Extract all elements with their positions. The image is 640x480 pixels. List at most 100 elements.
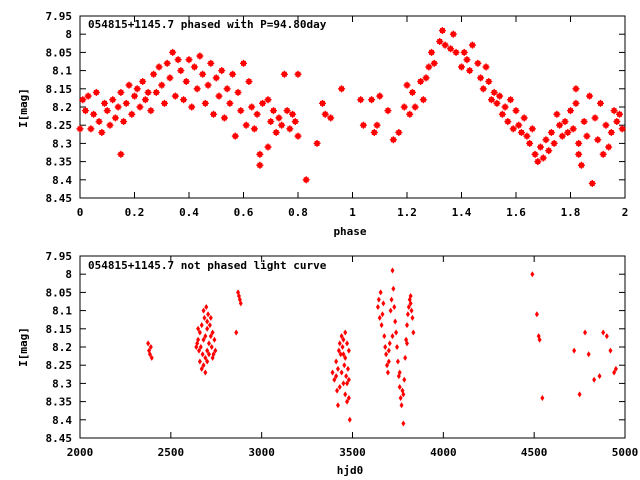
data-point <box>376 296 381 303</box>
data-point <box>339 333 344 340</box>
y-tick-label: 8.45 <box>46 192 73 205</box>
data-point <box>117 150 125 158</box>
data-point <box>430 59 438 67</box>
y-tick-label: 8.15 <box>46 323 73 336</box>
data-point <box>401 391 406 398</box>
data-point <box>608 347 613 354</box>
data-point <box>613 365 618 372</box>
data-point <box>226 99 234 107</box>
y-tick-label: 8.25 <box>46 119 73 132</box>
data-point <box>259 99 267 107</box>
data-point <box>575 150 583 158</box>
data-point <box>237 107 245 115</box>
data-point <box>561 118 569 126</box>
data-point <box>139 78 147 86</box>
x-axis-label: phase <box>333 225 366 238</box>
plot-frame <box>79 255 626 439</box>
data-point <box>384 351 389 358</box>
data-point <box>379 322 384 329</box>
data-point <box>111 114 119 122</box>
data-point <box>393 318 398 325</box>
data-point <box>283 107 291 115</box>
data-point <box>575 139 583 147</box>
data-point <box>388 307 393 314</box>
data-point <box>213 347 218 354</box>
data-point <box>90 110 98 118</box>
x-tick-label: 3500 <box>339 446 366 459</box>
data-point <box>345 380 350 387</box>
data-point <box>602 121 610 129</box>
data-point <box>207 59 215 67</box>
data-point <box>383 344 388 350</box>
data-point <box>202 314 207 321</box>
data-point <box>220 114 228 122</box>
data-point <box>409 307 414 314</box>
data-point <box>199 70 207 78</box>
data-point <box>545 147 553 155</box>
data-point <box>398 394 403 401</box>
data-point <box>395 128 403 136</box>
data-point <box>588 179 596 187</box>
x-tick-label: 2 <box>622 206 629 219</box>
data-point <box>572 85 580 93</box>
data-point <box>468 41 476 49</box>
data-point <box>234 329 239 336</box>
y-axis-label: I[mag] <box>17 88 30 128</box>
y-tick-label: 7.95 <box>46 250 73 263</box>
data-point <box>327 114 335 122</box>
y-tick-label: 8.45 <box>46 432 73 445</box>
data-point <box>534 158 542 166</box>
data-point <box>487 96 495 104</box>
data-point <box>531 150 539 158</box>
y-tick-label: 8.05 <box>46 46 73 59</box>
data-point <box>428 48 436 56</box>
data-point <box>583 132 591 140</box>
data-point <box>289 110 297 118</box>
tick-marks <box>79 255 626 439</box>
data-point <box>294 70 302 78</box>
data-point <box>133 85 141 93</box>
data-point <box>144 88 152 96</box>
data-point <box>84 92 92 100</box>
data-point <box>280 70 288 78</box>
data-point <box>196 325 201 332</box>
data-point <box>592 376 597 383</box>
data-point <box>208 333 213 340</box>
y-tick-label: 8 <box>65 28 72 41</box>
data-point <box>330 369 335 376</box>
data-point <box>256 161 264 169</box>
y-tick-label: 8.35 <box>46 396 73 409</box>
data-point <box>345 365 350 372</box>
data-point <box>346 376 351 383</box>
data-point <box>210 329 215 336</box>
y-tick-label: 8.4 <box>52 414 72 427</box>
data-point <box>540 394 545 401</box>
data-point <box>182 78 190 86</box>
data-point <box>452 48 460 56</box>
data-point <box>131 92 138 100</box>
data-point <box>517 128 525 136</box>
data-point <box>392 303 397 310</box>
data-point <box>572 99 580 107</box>
data-point <box>344 373 349 380</box>
data-point <box>610 107 618 115</box>
data-point <box>490 88 498 96</box>
data-point <box>618 125 626 133</box>
data-point <box>345 398 350 405</box>
x-tick-label: 0.8 <box>288 206 308 219</box>
y-tick-label: 8.1 <box>52 65 72 78</box>
data-point <box>205 318 210 325</box>
data-point <box>474 59 482 67</box>
unphased-light-curve-panel: 7.95 8 8.05 8.1 8.15 8.2 8.25 8.3 8.35 8.4 8.45 20… <box>17 250 638 477</box>
data-point <box>147 351 152 358</box>
data-point <box>384 107 392 115</box>
data-point <box>188 103 196 111</box>
data-point <box>101 99 109 107</box>
data-point <box>342 362 347 369</box>
data-point <box>149 354 154 361</box>
data-point <box>291 118 299 126</box>
data-point <box>201 99 209 107</box>
data-point <box>205 325 210 332</box>
data-point <box>345 340 350 347</box>
